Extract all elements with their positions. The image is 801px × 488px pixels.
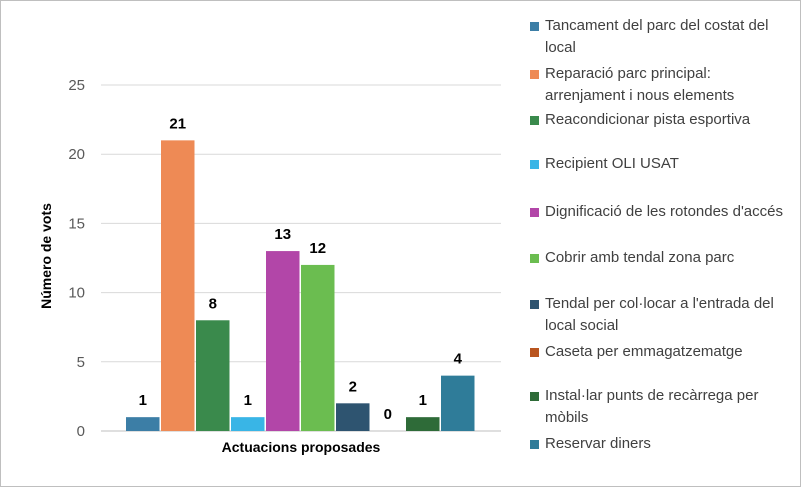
- y-tick-label: 15: [68, 215, 85, 232]
- legend-label: Instal·lar punts de recàrrega per mòbils: [545, 387, 759, 426]
- legend-swatch: [530, 208, 539, 217]
- data-label: 2: [349, 378, 357, 395]
- data-label: 1: [419, 392, 427, 409]
- legend-label: Reacondicionar pista esportiva: [545, 111, 751, 128]
- legend-swatch: [530, 348, 539, 357]
- y-tick-label: 25: [68, 77, 85, 94]
- bar: [441, 375, 475, 431]
- data-labels-layer: 1 21 8 1 13 12 2 0 1 4: [139, 115, 463, 423]
- bar: [301, 264, 335, 431]
- data-label: 1: [139, 392, 147, 409]
- y-tick-label: 10: [68, 285, 85, 302]
- legend-label: Recipient OLI USAT: [545, 155, 679, 172]
- legend: Tancament del parc del costat del local R…: [530, 1, 798, 486]
- legend-swatch: [530, 392, 539, 401]
- legend-swatch: [530, 22, 539, 31]
- legend-label: Dignificació de les rotondes d'accés: [545, 203, 783, 220]
- y-axis-title: Número de vots: [38, 203, 54, 309]
- bar: [406, 417, 440, 431]
- data-label: 4: [454, 351, 463, 368]
- legend-swatch: [530, 254, 539, 263]
- legend-label: Reservar diners: [545, 435, 651, 452]
- data-label: 1: [244, 392, 252, 409]
- legend-swatch: [530, 160, 539, 169]
- bars-layer: [126, 140, 475, 432]
- y-tick-label: 5: [77, 354, 85, 371]
- data-label: 0: [384, 406, 392, 423]
- bar: [161, 140, 195, 432]
- legend-label: Cobrir amb tendal zona parc: [545, 249, 735, 266]
- data-label: 13: [274, 226, 291, 243]
- bar: [231, 417, 265, 431]
- legend-swatch: [530, 440, 539, 449]
- data-label: 8: [209, 295, 217, 312]
- data-label: 12: [309, 240, 326, 257]
- legend-swatch: [530, 116, 539, 125]
- y-tick-label: 20: [68, 146, 85, 163]
- legend-label: Tancament del parc del costat del local: [545, 17, 769, 56]
- legend-swatch: [530, 70, 539, 79]
- legend-swatch: [530, 300, 539, 309]
- y-tick-label: 0: [77, 423, 85, 440]
- x-axis-title: Actuacions proposades: [222, 439, 381, 455]
- bar: [196, 320, 230, 431]
- bar: [266, 251, 300, 431]
- legend-label: Tendal per col·locar a l'entrada del loc…: [545, 295, 774, 334]
- bar: [126, 417, 160, 431]
- data-label: 21: [169, 115, 186, 132]
- legend-label: Reparació parc principal: arrenjament i …: [545, 65, 735, 104]
- bar: [336, 403, 370, 431]
- y-ticks-layer: 0 5 10 15 20 25: [68, 77, 85, 440]
- legend-label: Caseta per emmagatzematge: [545, 343, 743, 360]
